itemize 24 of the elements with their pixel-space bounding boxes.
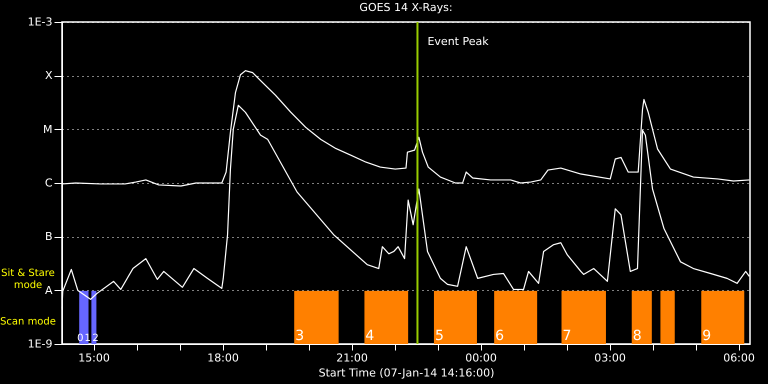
x-tick-label: 21:00 (336, 352, 368, 364)
y-tick-label: A (44, 284, 53, 297)
chart-title: GOES 14 X-Rays: (359, 1, 453, 14)
y-tick-label: 1E-3 (28, 16, 52, 28)
text: Scan mode (0, 316, 56, 328)
y-tick-label: M (43, 122, 52, 136)
band-label: 7 (562, 328, 572, 344)
band-label: 9 (702, 328, 712, 344)
band-label: 6 (495, 328, 504, 344)
band-label: 8 (632, 328, 642, 344)
y-tick-label: X (44, 69, 53, 82)
x-axis-title: Start Time (07-Jan-14 14:16:00) (318, 366, 494, 380)
y-tick-label: 1E-9 (28, 338, 52, 350)
y-tick-label: B (44, 230, 52, 244)
band-label: 5 (434, 328, 444, 344)
x-tick-label: 18:00 (207, 352, 239, 364)
x-tick-label: 00:00 (465, 352, 497, 364)
x-tick-label: 06:00 (723, 352, 755, 364)
y-tick-label: C (44, 176, 53, 190)
band-label: 3 (295, 328, 304, 344)
x-tick-label: 15:00 (78, 352, 110, 364)
x-tick-label: 03:00 (594, 352, 626, 364)
ref-line-label: Event Peak (427, 35, 490, 48)
band-label: 4 (365, 328, 374, 344)
